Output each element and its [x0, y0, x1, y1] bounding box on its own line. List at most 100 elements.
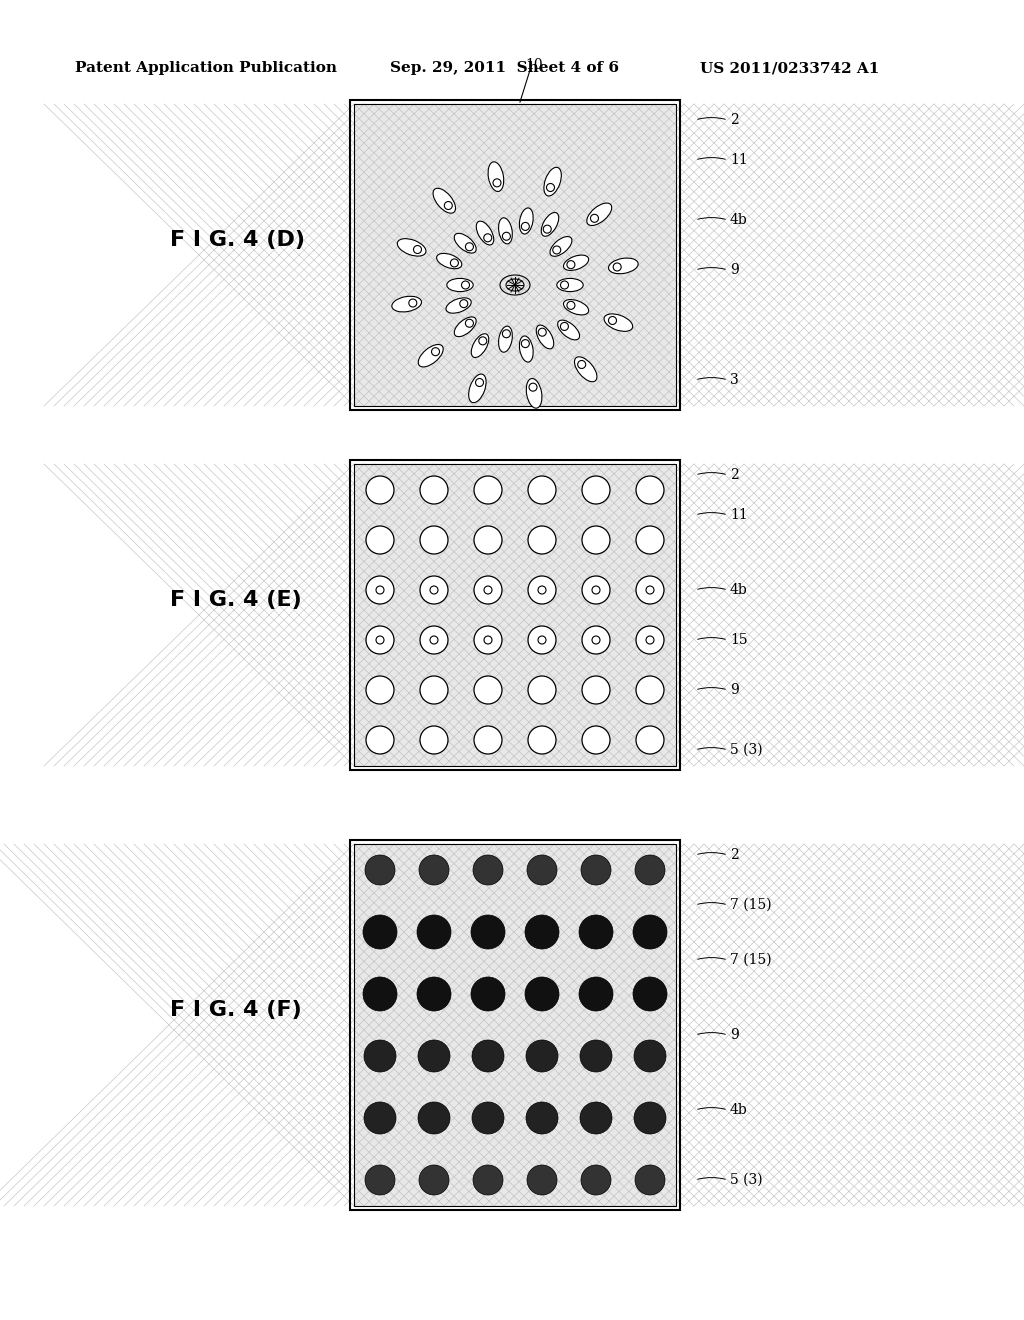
- Circle shape: [527, 855, 557, 884]
- Circle shape: [633, 977, 667, 1011]
- Circle shape: [366, 525, 394, 554]
- Circle shape: [474, 525, 502, 554]
- Circle shape: [526, 1102, 558, 1134]
- Ellipse shape: [519, 209, 534, 234]
- Circle shape: [471, 977, 505, 1011]
- Ellipse shape: [550, 236, 572, 256]
- Circle shape: [592, 636, 600, 644]
- Circle shape: [474, 576, 502, 605]
- Text: 9: 9: [730, 263, 738, 277]
- Circle shape: [420, 576, 449, 605]
- Ellipse shape: [558, 321, 580, 339]
- Bar: [354, 104, 676, 407]
- Circle shape: [419, 855, 449, 884]
- Circle shape: [484, 636, 492, 644]
- Text: 7 (15): 7 (15): [730, 953, 772, 968]
- Circle shape: [582, 626, 610, 653]
- Text: 4b: 4b: [730, 213, 748, 227]
- Text: 11: 11: [730, 508, 748, 521]
- Circle shape: [528, 576, 556, 605]
- Circle shape: [366, 626, 394, 653]
- Circle shape: [528, 477, 556, 504]
- Ellipse shape: [469, 374, 486, 403]
- Circle shape: [362, 915, 397, 949]
- Circle shape: [473, 1166, 503, 1195]
- Circle shape: [420, 676, 449, 704]
- Ellipse shape: [418, 345, 443, 367]
- Text: 5 (3): 5 (3): [730, 743, 763, 756]
- Circle shape: [580, 1040, 612, 1072]
- Circle shape: [581, 855, 611, 884]
- Circle shape: [365, 1166, 395, 1195]
- Circle shape: [582, 576, 610, 605]
- Ellipse shape: [563, 255, 589, 271]
- Circle shape: [472, 1040, 504, 1072]
- Circle shape: [633, 915, 667, 949]
- Circle shape: [430, 586, 438, 594]
- Circle shape: [365, 855, 395, 884]
- Circle shape: [366, 726, 394, 754]
- Bar: [354, 465, 676, 766]
- Circle shape: [581, 1166, 611, 1195]
- Circle shape: [579, 915, 613, 949]
- Circle shape: [474, 626, 502, 653]
- Text: 4b: 4b: [730, 1104, 748, 1117]
- Text: 9: 9: [730, 682, 738, 697]
- Circle shape: [528, 676, 556, 704]
- Text: 15: 15: [730, 634, 748, 647]
- Circle shape: [582, 477, 610, 504]
- Ellipse shape: [544, 168, 561, 195]
- Circle shape: [580, 1102, 612, 1134]
- Ellipse shape: [499, 218, 512, 244]
- Circle shape: [364, 1102, 396, 1134]
- Circle shape: [366, 576, 394, 605]
- Circle shape: [525, 977, 559, 1011]
- Text: Patent Application Publication: Patent Application Publication: [75, 61, 337, 75]
- Circle shape: [527, 1166, 557, 1195]
- Circle shape: [362, 977, 397, 1011]
- Ellipse shape: [471, 334, 488, 358]
- Ellipse shape: [563, 300, 589, 315]
- Ellipse shape: [604, 314, 633, 331]
- Circle shape: [636, 726, 664, 754]
- Ellipse shape: [608, 259, 638, 273]
- Circle shape: [579, 977, 613, 1011]
- Circle shape: [528, 626, 556, 653]
- Circle shape: [635, 855, 665, 884]
- Circle shape: [474, 477, 502, 504]
- Circle shape: [636, 676, 664, 704]
- Ellipse shape: [557, 279, 584, 292]
- Circle shape: [430, 636, 438, 644]
- Ellipse shape: [446, 298, 471, 313]
- Circle shape: [646, 636, 654, 644]
- Circle shape: [636, 525, 664, 554]
- Ellipse shape: [433, 189, 456, 214]
- Ellipse shape: [455, 317, 476, 337]
- Circle shape: [376, 586, 384, 594]
- Circle shape: [364, 1040, 396, 1072]
- Circle shape: [484, 586, 492, 594]
- Text: 10: 10: [525, 58, 543, 73]
- Circle shape: [526, 1040, 558, 1072]
- Circle shape: [646, 586, 654, 594]
- Bar: [350, 100, 680, 411]
- Ellipse shape: [574, 356, 597, 381]
- Text: US 2011/0233742 A1: US 2011/0233742 A1: [700, 61, 880, 75]
- Text: 9: 9: [730, 1028, 738, 1041]
- Ellipse shape: [519, 337, 534, 362]
- Circle shape: [582, 525, 610, 554]
- Circle shape: [636, 576, 664, 605]
- Text: 2: 2: [730, 469, 738, 482]
- Circle shape: [528, 525, 556, 554]
- Circle shape: [420, 477, 449, 504]
- Text: 5 (3): 5 (3): [730, 1173, 763, 1187]
- Circle shape: [472, 1102, 504, 1134]
- Circle shape: [366, 676, 394, 704]
- Bar: [354, 465, 676, 766]
- Circle shape: [525, 915, 559, 949]
- Circle shape: [582, 676, 610, 704]
- Ellipse shape: [542, 213, 559, 236]
- Circle shape: [420, 626, 449, 653]
- Circle shape: [474, 726, 502, 754]
- Circle shape: [417, 915, 451, 949]
